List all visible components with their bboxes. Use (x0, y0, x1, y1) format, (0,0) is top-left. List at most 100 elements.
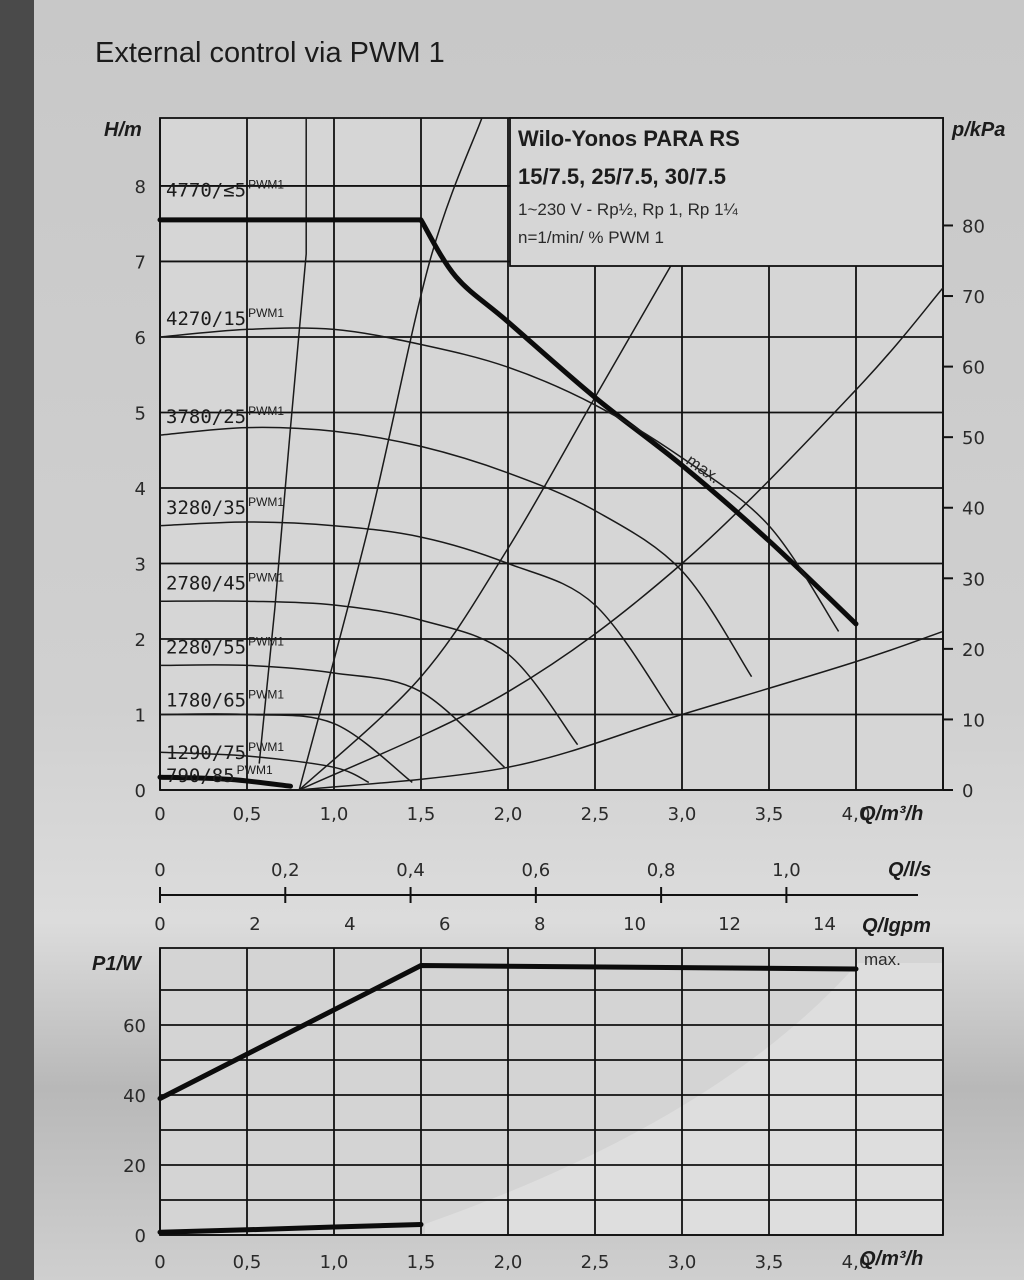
left-bar (0, 0, 34, 1280)
q-ls-label: Q/l/s (888, 859, 931, 881)
system-curve-3 (298, 287, 944, 791)
head-ylabel: H/m (104, 119, 142, 141)
power-ylabel: P1/W (92, 953, 143, 975)
power-curve-2 (157, 1222, 424, 1235)
power-xtick-label: 2,0 (494, 1252, 523, 1273)
q-igpm-tick-label: 10 (623, 914, 646, 935)
head-ytick-label: 6 (135, 328, 146, 349)
info-variants: 15/7.5, 25/7.5, 30/7.5 (518, 164, 726, 189)
curve-label-sup-7: PWM1 (248, 687, 284, 701)
system-curve-1 (298, 117, 483, 791)
curve-label-5: 2780/45 (166, 572, 246, 594)
head-y2tick-label: 10 (962, 710, 985, 731)
info-electrical: 1~230 V - Rp½, Rp 1, Rp 1¼ (518, 200, 739, 219)
curve-label-sup-6: PWM1 (248, 635, 284, 649)
head-y2tick-label: 30 (962, 569, 985, 590)
curve-label-9: 790/85 (166, 765, 235, 787)
head-ytick-label: 8 (135, 177, 146, 198)
q-ls-tick-label: 0,6 (522, 860, 551, 881)
system-curve-4 (299, 630, 944, 791)
head-xtick-label: 3,5 (755, 804, 784, 825)
head-xtick-label: 2,5 (581, 804, 610, 825)
power-xtick-label: 1,0 (320, 1252, 349, 1273)
head-xtick-label: 0 (154, 804, 165, 825)
power-xtick-label: 1,5 (407, 1252, 436, 1273)
curve-label-sup-8: PWM1 (248, 740, 284, 754)
head-ytick-label: 3 (135, 554, 146, 575)
pump-curve-7 (159, 713, 413, 784)
curve-label-sup-9: PWM1 (237, 763, 273, 777)
power-xtick-label: 3,5 (755, 1252, 784, 1273)
power-chart: 0 20 40 60 0 0,5 1,0 1,5 2,0 2,5 3,0 3,5 4,0 max. P1… (92, 947, 944, 1273)
head-y2tick-label: 60 (962, 358, 985, 379)
power-xtick-label: 0,5 (233, 1252, 262, 1273)
info-speed-note: n=1/min/ % PWM 1 (518, 228, 664, 247)
curve-label-sup-2: PWM1 (248, 306, 284, 320)
power-ytick-label: 20 (123, 1156, 146, 1177)
power-ytick-label: 0 (135, 1226, 146, 1247)
q-ls-ticks: 0 0,2 0,4 0,6 0,8 1,0 (154, 860, 801, 903)
q-ls-tick-label: 1,0 (772, 860, 801, 881)
pump-curve-3 (159, 426, 753, 678)
head-xtick-label: 1,0 (320, 804, 349, 825)
pump-curve-2 (159, 327, 840, 632)
power-max-label: max. (864, 950, 901, 969)
page-title: External control via PWM 1 (95, 37, 445, 69)
head-y2tick-label: 40 (962, 499, 985, 520)
head-xtick-label: 4,0 (842, 804, 871, 825)
info-box (509, 117, 944, 267)
q-igpm-tick-label: 12 (718, 914, 741, 935)
head-y2tick-label: 80 (962, 216, 985, 237)
curve-label-3: 3780/25 (166, 406, 246, 428)
info-model: Wilo-Yonos PARA RS (518, 126, 740, 151)
head-xtick-label: 3,0 (668, 804, 697, 825)
head-ytick-label: 7 (135, 252, 146, 273)
curve-label-sup-1: PWM1 (248, 178, 284, 192)
head-ytick-label: 5 (135, 403, 146, 424)
q-ls-tick-label: 0,2 (271, 860, 300, 881)
pump-curve-5 (159, 600, 579, 746)
q-igpm-tick-label: 6 (439, 914, 450, 935)
pump-curve-1 (157, 217, 859, 627)
curve-label-sup-3: PWM1 (248, 404, 284, 418)
power-xtick-label: 4,0 (842, 1252, 871, 1273)
head-xtick-label: 0,5 (233, 804, 262, 825)
head-ytick-label: 1 (135, 705, 146, 726)
power-plot-frame (159, 947, 944, 1236)
pump-curve-4 (159, 521, 674, 715)
power-xtick-label: 2,5 (581, 1252, 610, 1273)
curve-label-1: 4770/≤5 (166, 180, 246, 202)
curve-label-6: 2280/55 (166, 637, 246, 659)
curve-label-4: 3280/35 (166, 497, 246, 519)
head-ytick-label: 2 (135, 630, 146, 651)
q-igpm-tick-label: 14 (813, 914, 836, 935)
system-curve-2 (298, 261, 674, 791)
pump-curve-6 (159, 664, 506, 768)
curve-label-2: 4270/15 (166, 308, 246, 330)
power-xlabel: Q/m³/h (860, 1248, 923, 1270)
q-igpm-tick-label: 2 (249, 914, 260, 935)
power-xtick-label: 3,0 (668, 1252, 697, 1273)
q-igpm-axis: 0 2 4 6 8 10 12 14 Q/Igpm (154, 914, 931, 937)
power-light-region (425, 963, 943, 1235)
power-xtick-label: 0 (154, 1252, 165, 1273)
q-igpm-label: Q/Igpm (862, 915, 931, 937)
power-curve-1 (157, 963, 859, 1101)
power-ytick-label: 40 (123, 1086, 146, 1107)
head-y2tick-label: 20 (962, 640, 985, 661)
curve-label-sup-4: PWM1 (248, 495, 284, 509)
head-system-curves (258, 117, 944, 791)
head-xtick-label: 1,5 (407, 804, 436, 825)
q-ls-tick-label: 0 (154, 860, 165, 881)
q-igpm-ticks: 0 2 4 6 8 10 12 14 (154, 914, 836, 935)
q-igpm-tick-label: 4 (344, 914, 355, 935)
q-ls-tick-label: 0,4 (396, 860, 425, 881)
head-ytick-label: 0 (135, 781, 146, 802)
power-ytick-label: 60 (123, 1016, 146, 1037)
head-xtick-label: 2,0 (494, 804, 523, 825)
